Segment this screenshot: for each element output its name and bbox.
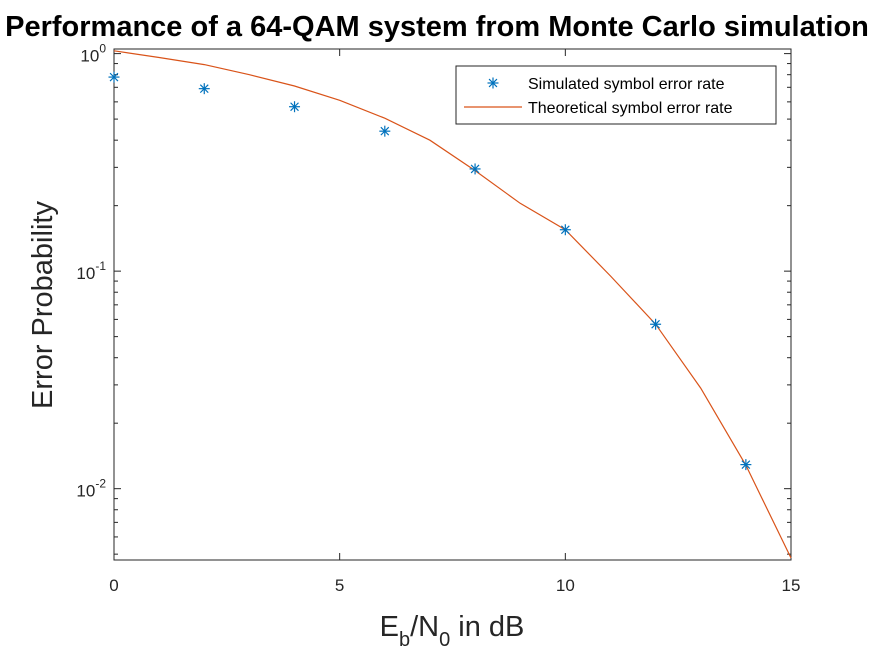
y-tick-label: 10-1 — [76, 259, 106, 283]
y-tick-exponent: 0 — [99, 42, 106, 56]
y-tick-exponent: -1 — [95, 259, 106, 273]
simulated-point — [740, 459, 752, 471]
x-tick-label: 0 — [109, 576, 118, 595]
chart-title: Performance of a 64-QAM system from Mont… — [5, 11, 869, 43]
x-axis-ticks: 0 5 10 15 — [109, 49, 800, 595]
simulated-point — [559, 224, 571, 236]
x-label-slash-n: /N — [410, 611, 439, 643]
x-axis-label: Eb/N0 in dB — [380, 611, 525, 651]
y-axis-label: Error Probability — [27, 201, 59, 409]
marker-stroke — [380, 126, 390, 136]
legend-marker-simulated — [487, 77, 499, 89]
simulated-ser-markers — [108, 71, 752, 471]
y-tick-base: 10 — [76, 264, 95, 283]
marker-stroke — [741, 460, 751, 469]
marker-stroke — [488, 78, 498, 88]
marker-stroke — [290, 102, 299, 112]
marker-stroke — [199, 84, 209, 94]
y-tick-base: 10 — [76, 482, 95, 501]
marker-stroke — [651, 319, 660, 329]
simulated-point — [289, 101, 301, 113]
minor-ticks — [114, 63, 791, 555]
marker-stroke — [109, 72, 119, 82]
x-label-sub-0: 0 — [439, 629, 450, 651]
theoretical-ser-line — [113, 50, 792, 559]
x-label-in-db: in dB — [450, 611, 524, 643]
y-tick-exponent: -2 — [95, 477, 106, 491]
simulated-point — [198, 83, 210, 95]
y-tick-base: 10 — [80, 47, 99, 66]
axes-box — [113, 48, 792, 561]
simulated-point — [469, 163, 481, 175]
y-tick-label: 10-2 — [76, 477, 106, 501]
simulated-point — [108, 71, 120, 83]
x-tick-label: 5 — [335, 576, 344, 595]
marker-stroke — [560, 225, 570, 235]
legend-asterisk — [487, 77, 499, 89]
legend-box — [455, 65, 777, 125]
marker-stroke — [470, 164, 480, 174]
y-tick-label: 100 — [80, 42, 106, 66]
x-tick-label: 10 — [556, 576, 575, 595]
x-label-sub-b: b — [399, 629, 410, 651]
x-tick-label: 15 — [782, 576, 801, 595]
simulated-point — [379, 125, 391, 137]
legend-label-theoretical: Theoretical symbol error rate — [528, 100, 733, 117]
legend-label-simulated: Simulated symbol error rate — [528, 76, 725, 93]
x-label-e: E — [380, 611, 399, 643]
simulated-point — [650, 318, 662, 330]
legend: Simulated symbol error rate Theoretical … — [455, 65, 777, 125]
